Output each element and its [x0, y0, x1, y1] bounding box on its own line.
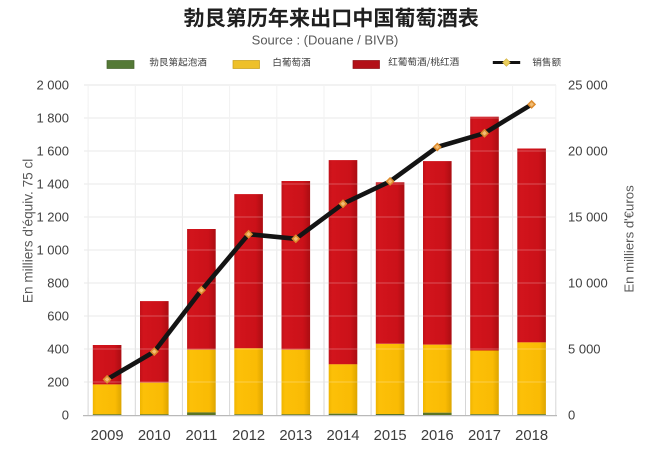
- svg-text:25 000: 25 000: [568, 78, 608, 93]
- svg-text:En milliers d'équiv. 75 cl: En milliers d'équiv. 75 cl: [20, 159, 35, 303]
- svg-text:200: 200: [47, 375, 69, 390]
- svg-text:10 000: 10 000: [568, 276, 608, 291]
- svg-text:2016: 2016: [421, 428, 454, 444]
- svg-text:En milliers d'€uros: En milliers d'€uros: [621, 185, 636, 293]
- svg-text:1 600: 1 600: [36, 144, 69, 159]
- svg-text:2017: 2017: [468, 428, 501, 444]
- svg-text:2009: 2009: [91, 428, 124, 444]
- svg-text:1 200: 1 200: [36, 210, 69, 225]
- svg-text:2018: 2018: [515, 428, 548, 444]
- svg-text:800: 800: [47, 276, 69, 291]
- svg-text:400: 400: [47, 342, 69, 357]
- svg-text:2013: 2013: [279, 428, 312, 444]
- svg-text:600: 600: [47, 309, 69, 324]
- svg-text:2 000: 2 000: [36, 78, 69, 93]
- svg-text:0: 0: [62, 408, 69, 423]
- svg-text:2014: 2014: [327, 428, 360, 444]
- svg-text:1 800: 1 800: [36, 111, 69, 126]
- svg-text:2012: 2012: [232, 428, 265, 444]
- svg-text:1 400: 1 400: [36, 177, 69, 192]
- svg-text:2010: 2010: [138, 428, 171, 444]
- svg-text:0: 0: [568, 408, 575, 423]
- svg-text:1 000: 1 000: [36, 243, 69, 258]
- svg-text:Source : (Douane / BIVB): Source : (Douane / BIVB): [252, 33, 399, 48]
- svg-text:2015: 2015: [374, 428, 407, 444]
- svg-text:15 000: 15 000: [568, 210, 608, 225]
- svg-text:2011: 2011: [185, 428, 217, 444]
- svg-text:5 000: 5 000: [568, 342, 601, 357]
- svg-text:20 000: 20 000: [568, 144, 608, 159]
